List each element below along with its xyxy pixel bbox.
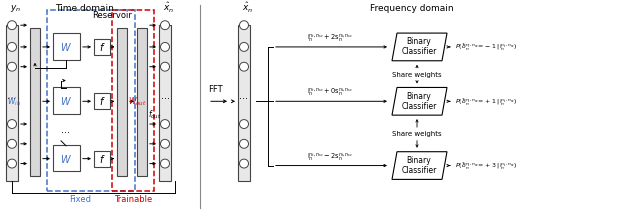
- Text: $f$: $f$: [99, 95, 106, 107]
- Text: Share weights: Share weights: [392, 72, 442, 78]
- Bar: [94, 151, 110, 167]
- Text: FFT: FFT: [208, 85, 222, 94]
- Text: $f$: $f$: [99, 153, 106, 165]
- Circle shape: [239, 119, 248, 128]
- Text: ...: ...: [239, 91, 248, 101]
- Circle shape: [161, 159, 170, 168]
- Text: Frequency domain: Frequency domain: [370, 4, 454, 13]
- Text: $P(\hat{\delta}_n^{n_t,n_{sc}}\!=\!+1\,|\,\mathrm{i}_n^{n_t,n_{sc}})$: $P(\hat{\delta}_n^{n_t,n_{sc}}\!=\!+1\,|…: [455, 96, 517, 107]
- Text: $f$: $f$: [99, 41, 106, 53]
- Text: Binary: Binary: [406, 37, 431, 46]
- Text: Share weights: Share weights: [392, 131, 442, 137]
- Circle shape: [161, 119, 170, 128]
- Circle shape: [161, 62, 170, 71]
- Text: Trainable: Trainable: [114, 195, 152, 204]
- Text: $W$: $W$: [60, 153, 72, 165]
- Text: $\mathrm{i}_n^{n_t,n_{sc}} + 2\mathrm{s}_n^{n_t,n_{sc}}$: $\mathrm{i}_n^{n_t,n_{sc}} + 2\mathrm{s}…: [307, 33, 353, 45]
- Text: ...: ...: [8, 91, 17, 101]
- Circle shape: [239, 21, 248, 30]
- Text: Fixed: Fixed: [69, 195, 91, 204]
- Text: $W$: $W$: [60, 41, 72, 53]
- Text: $\hat{x}_n$: $\hat{x}_n$: [242, 1, 253, 15]
- Circle shape: [8, 62, 17, 71]
- Text: $y_n$: $y_n$: [10, 3, 21, 14]
- Text: Reservoir: Reservoir: [92, 11, 132, 20]
- Text: Classifier: Classifier: [401, 47, 436, 56]
- Bar: [137, 28, 147, 176]
- Bar: [6, 25, 18, 181]
- Circle shape: [8, 119, 17, 128]
- Bar: [159, 25, 171, 181]
- Circle shape: [239, 139, 248, 148]
- Text: ...: ...: [161, 91, 170, 101]
- Circle shape: [8, 139, 17, 148]
- Text: $\mathrm{i}_n^{n_t,n_{sc}} + 0\mathrm{s}_n^{n_t,n_{sc}}$: $\mathrm{i}_n^{n_t,n_{sc}} + 0\mathrm{s}…: [307, 87, 353, 99]
- Text: $P(\hat{\delta}_n^{n_t,n_{sc}}\!=\!-1\,|\,\mathrm{i}_n^{n_t,n_{sc}})$: $P(\hat{\delta}_n^{n_t,n_{sc}}\!=\!-1\,|…: [455, 42, 517, 52]
- Circle shape: [8, 159, 17, 168]
- Text: $\mathrm{i}_n^{n_t,n_{sc}} - 2\mathrm{s}_n^{n_t,n_{sc}}$: $\mathrm{i}_n^{n_t,n_{sc}} - 2\mathrm{s}…: [307, 152, 353, 164]
- Polygon shape: [392, 88, 447, 115]
- Text: Time domain: Time domain: [55, 4, 114, 13]
- Bar: [112, 10, 154, 191]
- Circle shape: [8, 21, 17, 30]
- Text: ...: ...: [61, 125, 70, 135]
- Text: $W$: $W$: [60, 95, 72, 107]
- Bar: [47, 10, 135, 191]
- Text: $W_{out}$: $W_{out}$: [128, 95, 147, 108]
- Text: Binary: Binary: [406, 156, 431, 165]
- Circle shape: [161, 42, 170, 51]
- Bar: [117, 28, 127, 176]
- Bar: [53, 33, 80, 60]
- Bar: [238, 25, 250, 181]
- Polygon shape: [392, 33, 447, 61]
- Bar: [94, 39, 110, 55]
- Circle shape: [239, 62, 248, 71]
- Circle shape: [8, 42, 17, 51]
- Bar: [53, 145, 80, 171]
- Text: $P(\hat{\delta}_n^{n_t,n_{sc}}\!=\!+3\,|\,\mathrm{i}_n^{n_t,n_{sc}})$: $P(\hat{\delta}_n^{n_t,n_{sc}}\!=\!+3\,|…: [455, 160, 517, 171]
- Text: $f_{out}$: $f_{out}$: [148, 109, 162, 121]
- Text: Classifier: Classifier: [401, 166, 436, 175]
- Text: Binary: Binary: [406, 92, 431, 101]
- Circle shape: [239, 42, 248, 51]
- Text: Classifier: Classifier: [401, 102, 436, 111]
- Circle shape: [161, 21, 170, 30]
- Bar: [94, 93, 110, 109]
- Text: $W_{in}$: $W_{in}$: [7, 95, 21, 108]
- Text: $\hat{x}_n$: $\hat{x}_n$: [163, 1, 174, 15]
- Circle shape: [161, 139, 170, 148]
- Bar: [30, 28, 40, 176]
- Bar: [53, 88, 80, 114]
- Polygon shape: [392, 152, 447, 179]
- Circle shape: [239, 159, 248, 168]
